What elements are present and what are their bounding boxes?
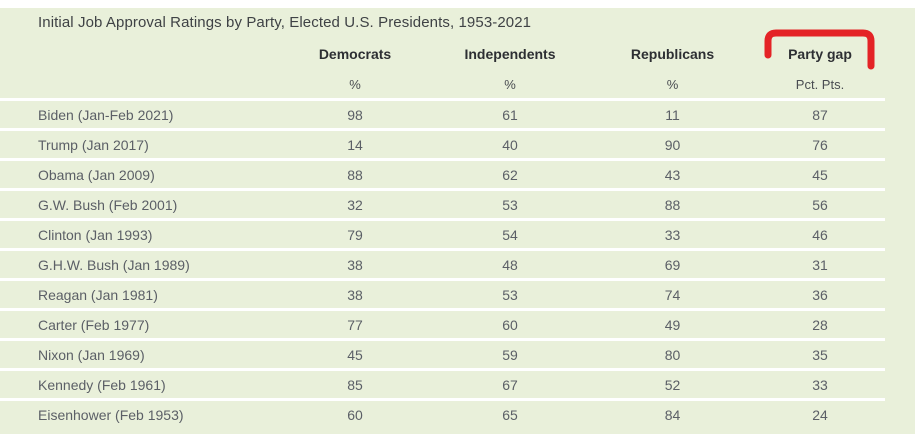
independents-value: 48 — [430, 248, 590, 280]
democrats-value: 79 — [280, 218, 430, 250]
democrats-value: 38 — [280, 248, 430, 280]
president-label: G.H.W. Bush (Jan 1989) — [0, 248, 280, 280]
democrats-value: 14 — [280, 128, 430, 160]
president-label: Kennedy (Feb 1961) — [0, 368, 280, 400]
party-gap-value: 76 — [755, 128, 885, 160]
approval-ratings-table: Democrats Independents Republicans Party… — [0, 29, 885, 428]
independents-value: 65 — [430, 398, 590, 428]
column-header-row: Democrats Independents Republicans Party… — [0, 29, 885, 70]
party-gap-label: Party gap — [788, 46, 852, 62]
republicans-value: 49 — [590, 308, 755, 340]
republicans-value: 84 — [590, 398, 755, 428]
democrats-value: 77 — [280, 308, 430, 340]
democrats-value: 88 — [280, 158, 430, 190]
democrats-value: 45 — [280, 338, 430, 370]
table-panel: Initial Job Approval Ratings by Party, E… — [0, 8, 915, 434]
republicans-value: 90 — [590, 128, 755, 160]
president-label: Trump (Jan 2017) — [0, 128, 280, 160]
table-header: Democrats Independents Republicans Party… — [0, 29, 885, 100]
independents-value: 62 — [430, 158, 590, 190]
president-label: Clinton (Jan 1993) — [0, 218, 280, 250]
col-header-president — [0, 38, 280, 70]
democrats-value: 60 — [280, 398, 430, 428]
republicans-value: 33 — [590, 218, 755, 250]
col-header-independents: Independents — [464, 46, 556, 62]
table-row: Nixon (Jan 1969) 45 59 80 35 — [0, 338, 885, 370]
president-label: Carter (Feb 1977) — [0, 308, 280, 340]
republicans-value: 11 — [590, 98, 755, 130]
independents-value: 53 — [430, 278, 590, 310]
president-label: Nixon (Jan 1969) — [0, 338, 280, 370]
unit-democrats: % — [349, 76, 361, 92]
democrats-value: 38 — [280, 278, 430, 310]
page-title: Initial Job Approval Ratings by Party, E… — [38, 14, 532, 31]
party-gap-value: 33 — [755, 368, 885, 400]
top-band — [0, 0, 915, 8]
table-row: Trump (Jan 2017) 14 40 90 76 — [0, 128, 885, 160]
party-gap-value: 28 — [755, 308, 885, 340]
col-header-democrats: Democrats — [318, 46, 392, 62]
independents-value: 67 — [430, 368, 590, 400]
unit-party-gap: Pct. Pts. — [795, 76, 845, 92]
republicans-value: 52 — [590, 368, 755, 400]
table-row: Clinton (Jan 1993) 79 54 33 46 — [0, 218, 885, 250]
table-row: Kennedy (Feb 1961) 85 67 52 33 — [0, 368, 885, 400]
president-label: Biden (Jan-Feb 2021) — [0, 98, 280, 130]
table-row: G.H.W. Bush (Jan 1989) 38 48 69 31 — [0, 248, 885, 280]
democrats-value: 32 — [280, 188, 430, 220]
president-label: Obama (Jan 2009) — [0, 158, 280, 190]
republicans-value: 80 — [590, 338, 755, 370]
table-row: Carter (Feb 1977) 77 60 49 28 — [0, 308, 885, 340]
units-row: % % % Pct. Pts. — [0, 70, 885, 100]
party-gap-value: 36 — [755, 278, 885, 310]
unit-independents: % — [504, 76, 516, 92]
president-label: Reagan (Jan 1981) — [0, 278, 280, 310]
independents-value: 54 — [430, 218, 590, 250]
party-gap-value: 46 — [755, 218, 885, 250]
table-row: Reagan (Jan 1981) 38 53 74 36 — [0, 278, 885, 310]
independents-value: 40 — [430, 128, 590, 160]
republicans-value: 43 — [590, 158, 755, 190]
independents-value: 60 — [430, 308, 590, 340]
table-row: Eisenhower (Feb 1953) 60 65 84 24 — [0, 398, 885, 428]
democrats-value: 85 — [280, 368, 430, 400]
party-gap-value: 24 — [755, 398, 885, 428]
unit-republicans: % — [666, 76, 679, 92]
table-body: Biden (Jan-Feb 2021) 98 61 11 87 Trump (… — [0, 98, 885, 428]
table-row: Biden (Jan-Feb 2021) 98 61 11 87 — [0, 98, 885, 130]
party-gap-value: 31 — [755, 248, 885, 280]
independents-value: 53 — [430, 188, 590, 220]
col-header-party-gap: Party gap — [755, 29, 885, 70]
table-row: G.W. Bush (Feb 2001) 32 53 88 56 — [0, 188, 885, 220]
president-label: Eisenhower (Feb 1953) — [0, 398, 280, 428]
republicans-value: 69 — [590, 248, 755, 280]
republicans-value: 88 — [590, 188, 755, 220]
table-row: Obama (Jan 2009) 88 62 43 45 — [0, 158, 885, 190]
party-gap-value: 35 — [755, 338, 885, 370]
independents-value: 61 — [430, 98, 590, 130]
party-gap-value: 56 — [755, 188, 885, 220]
col-header-republicans: Republicans — [630, 46, 715, 62]
party-gap-value: 45 — [755, 158, 885, 190]
republicans-value: 74 — [590, 278, 755, 310]
party-gap-value: 87 — [755, 98, 885, 130]
independents-value: 59 — [430, 338, 590, 370]
president-label: G.W. Bush (Feb 2001) — [0, 188, 280, 220]
democrats-value: 98 — [280, 98, 430, 130]
